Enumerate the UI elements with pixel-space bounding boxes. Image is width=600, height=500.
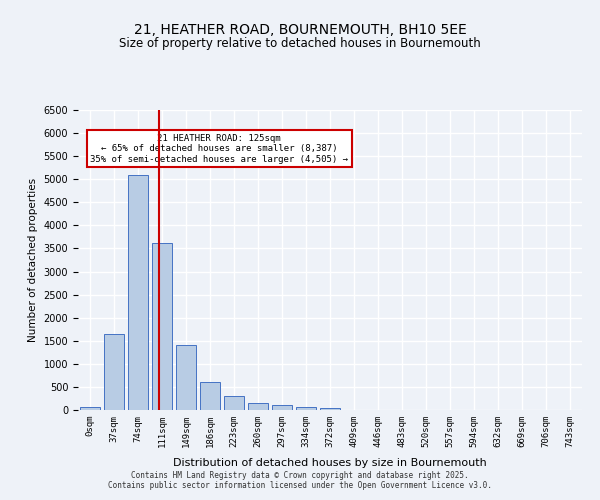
- Bar: [80, 407, 100, 410]
- Text: Contains HM Land Registry data © Crown copyright and database right 2025.
Contai: Contains HM Land Registry data © Crown c…: [108, 470, 492, 490]
- Bar: [272, 405, 292, 410]
- Text: Size of property relative to detached houses in Bournemouth: Size of property relative to detached ho…: [119, 38, 481, 51]
- Bar: [200, 382, 220, 410]
- Bar: [224, 396, 244, 410]
- Bar: [296, 406, 316, 410]
- Bar: [152, 243, 172, 410]
- Y-axis label: Number of detached properties: Number of detached properties: [28, 178, 38, 342]
- Text: 21, HEATHER ROAD, BOURNEMOUTH, BH10 5EE: 21, HEATHER ROAD, BOURNEMOUTH, BH10 5EE: [134, 22, 466, 36]
- X-axis label: Distribution of detached houses by size in Bournemouth: Distribution of detached houses by size …: [173, 458, 487, 468]
- Text: 21 HEATHER ROAD: 125sqm
← 65% of detached houses are smaller (8,387)
35% of semi: 21 HEATHER ROAD: 125sqm ← 65% of detache…: [90, 134, 348, 164]
- Bar: [104, 334, 124, 410]
- Bar: [320, 408, 340, 410]
- Bar: [248, 403, 268, 410]
- Bar: [128, 174, 148, 410]
- Bar: [176, 345, 196, 410]
